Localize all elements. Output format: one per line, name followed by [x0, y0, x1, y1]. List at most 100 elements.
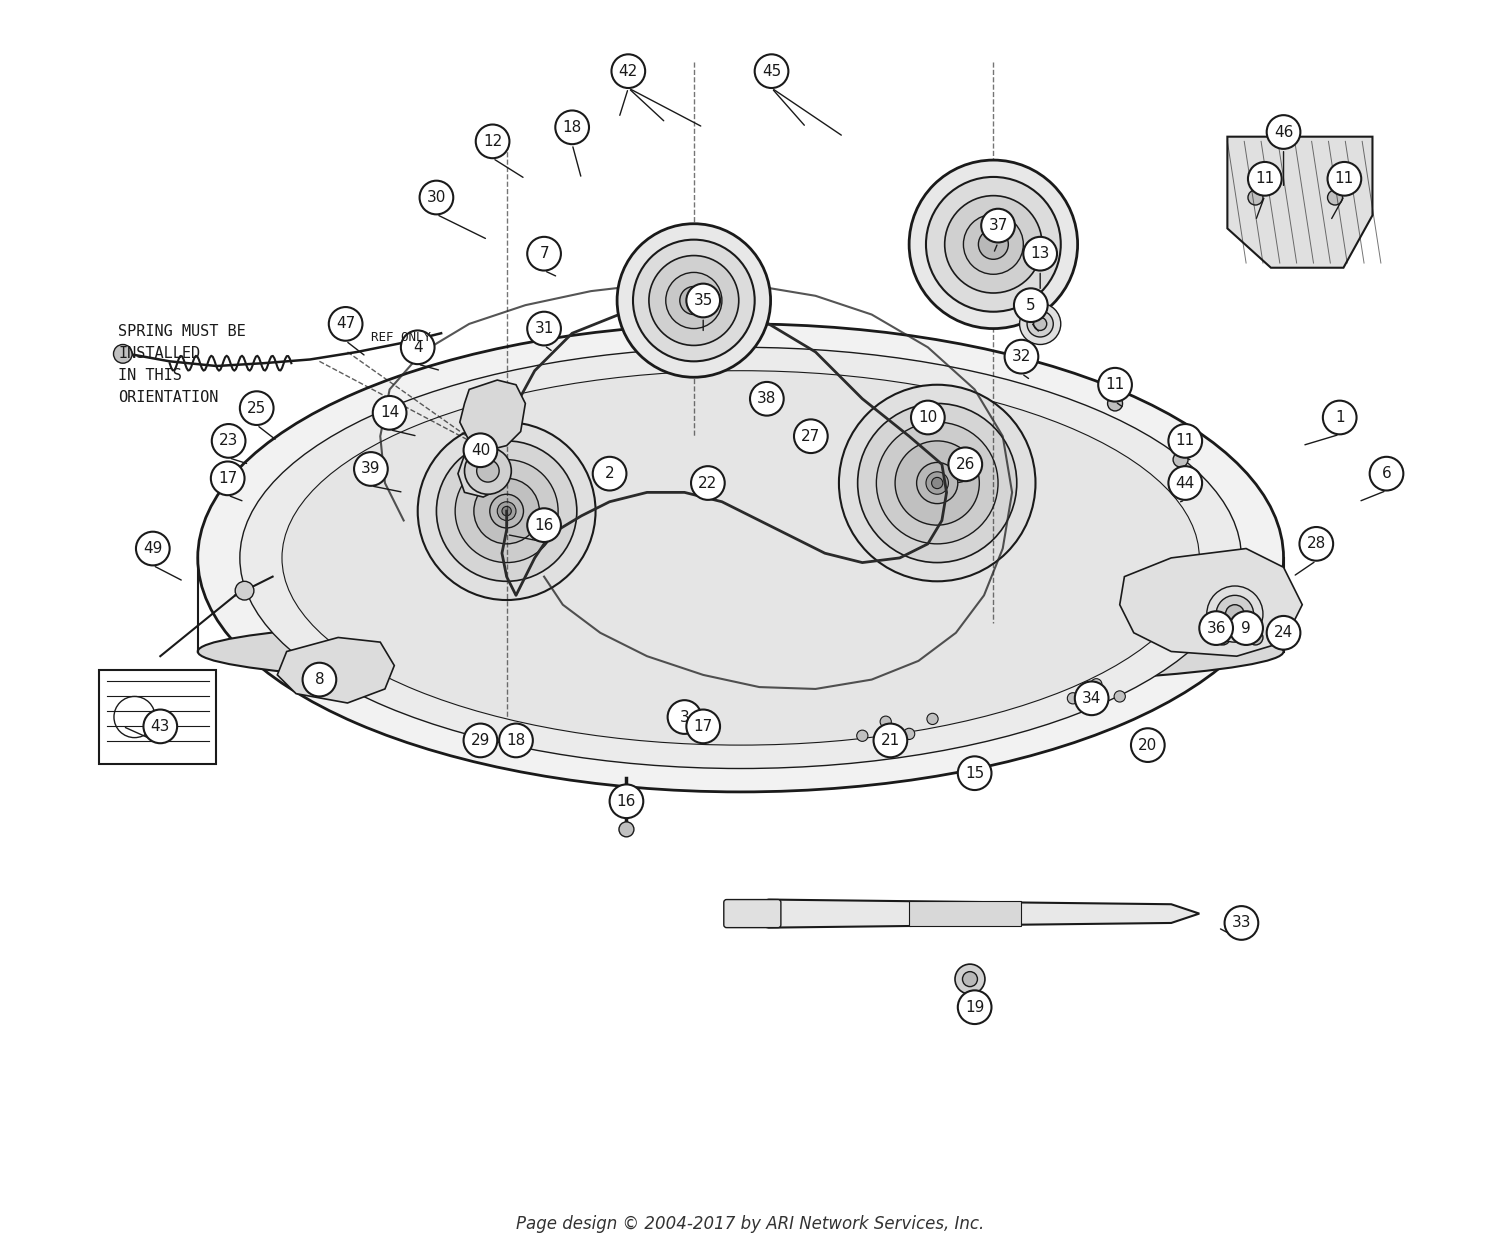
- Circle shape: [963, 972, 978, 987]
- Circle shape: [956, 964, 986, 994]
- Circle shape: [526, 508, 561, 542]
- Circle shape: [680, 287, 708, 314]
- Circle shape: [910, 401, 945, 434]
- Circle shape: [1173, 452, 1188, 467]
- Text: 36: 36: [1206, 621, 1225, 636]
- Circle shape: [916, 462, 958, 503]
- Circle shape: [211, 462, 244, 496]
- Ellipse shape: [198, 324, 1284, 793]
- Text: 20: 20: [1138, 737, 1158, 752]
- Circle shape: [1020, 303, 1060, 344]
- Circle shape: [465, 447, 512, 495]
- Circle shape: [932, 477, 944, 488]
- Circle shape: [328, 307, 363, 341]
- Circle shape: [903, 729, 915, 740]
- Text: 47: 47: [336, 317, 356, 332]
- Circle shape: [1216, 596, 1254, 632]
- Circle shape: [136, 532, 170, 566]
- Circle shape: [1248, 630, 1263, 645]
- Circle shape: [609, 785, 644, 818]
- Circle shape: [498, 502, 516, 521]
- Text: 17: 17: [217, 471, 237, 486]
- Circle shape: [1114, 691, 1125, 702]
- Ellipse shape: [240, 347, 1242, 769]
- Circle shape: [945, 195, 1042, 293]
- Text: 25: 25: [248, 401, 267, 416]
- Circle shape: [211, 424, 246, 458]
- Text: 12: 12: [483, 134, 502, 149]
- Text: 16: 16: [616, 794, 636, 809]
- Circle shape: [616, 224, 771, 377]
- Circle shape: [472, 725, 495, 747]
- Text: 2: 2: [604, 466, 615, 481]
- Circle shape: [612, 54, 645, 88]
- Polygon shape: [278, 637, 394, 702]
- Circle shape: [1023, 237, 1058, 270]
- Circle shape: [477, 459, 500, 482]
- Circle shape: [464, 433, 498, 467]
- Polygon shape: [1119, 548, 1302, 656]
- Text: 32: 32: [1013, 349, 1031, 364]
- Circle shape: [526, 312, 561, 346]
- Text: 16: 16: [534, 517, 554, 532]
- Circle shape: [926, 177, 1060, 312]
- Circle shape: [1168, 466, 1202, 500]
- Text: 40: 40: [471, 443, 490, 458]
- Circle shape: [1370, 457, 1404, 491]
- Circle shape: [1168, 424, 1202, 458]
- Circle shape: [1014, 288, 1047, 322]
- Text: 6: 6: [1382, 466, 1392, 481]
- Ellipse shape: [282, 371, 1200, 745]
- Text: 7: 7: [540, 247, 549, 262]
- Circle shape: [1266, 115, 1300, 149]
- Circle shape: [1248, 162, 1281, 195]
- Circle shape: [1131, 729, 1164, 762]
- Text: 10: 10: [918, 409, 938, 424]
- Circle shape: [1208, 586, 1263, 642]
- Text: 11: 11: [1335, 172, 1354, 187]
- Circle shape: [1005, 339, 1038, 373]
- Circle shape: [754, 54, 789, 88]
- Circle shape: [858, 403, 1017, 562]
- Text: 31: 31: [534, 321, 554, 336]
- Circle shape: [958, 756, 992, 790]
- Text: 46: 46: [1274, 124, 1293, 139]
- Circle shape: [374, 396, 406, 429]
- Text: 37: 37: [988, 218, 1008, 233]
- Text: 19: 19: [964, 999, 984, 1014]
- Circle shape: [1200, 611, 1233, 645]
- Text: 45: 45: [762, 64, 782, 79]
- Text: 17: 17: [693, 719, 712, 734]
- Text: 8: 8: [315, 672, 324, 687]
- Circle shape: [856, 730, 868, 741]
- Circle shape: [650, 255, 740, 346]
- Polygon shape: [732, 899, 1200, 928]
- Text: 42: 42: [618, 64, 638, 79]
- Text: 33: 33: [1232, 915, 1251, 930]
- Bar: [909, 901, 1022, 925]
- Text: 26: 26: [956, 457, 975, 472]
- Circle shape: [948, 447, 982, 481]
- Text: 18: 18: [507, 732, 525, 747]
- Text: SPRING MUST BE
INSTALLED
IN THIS
ORIENTATION: SPRING MUST BE INSTALLED IN THIS ORIENTA…: [118, 324, 246, 406]
- Circle shape: [666, 273, 722, 328]
- Circle shape: [490, 495, 524, 528]
- Text: 18: 18: [562, 120, 582, 135]
- Circle shape: [114, 344, 132, 363]
- Circle shape: [1224, 906, 1258, 940]
- Text: 11: 11: [1176, 433, 1196, 448]
- Circle shape: [876, 422, 998, 543]
- Circle shape: [1090, 679, 1102, 690]
- FancyBboxPatch shape: [724, 899, 782, 928]
- Text: 29: 29: [471, 732, 490, 747]
- Text: 27: 27: [801, 428, 820, 443]
- Bar: [99, 670, 216, 764]
- Circle shape: [236, 581, 254, 600]
- Text: 4: 4: [413, 339, 423, 354]
- Circle shape: [633, 239, 754, 362]
- Text: REF ONLY: REF ONLY: [370, 332, 430, 344]
- Text: Page design © 2004-2017 by ARI Network Services, Inc.: Page design © 2004-2017 by ARI Network S…: [516, 1216, 984, 1233]
- Circle shape: [687, 284, 720, 317]
- Circle shape: [436, 441, 578, 581]
- Circle shape: [978, 229, 1008, 259]
